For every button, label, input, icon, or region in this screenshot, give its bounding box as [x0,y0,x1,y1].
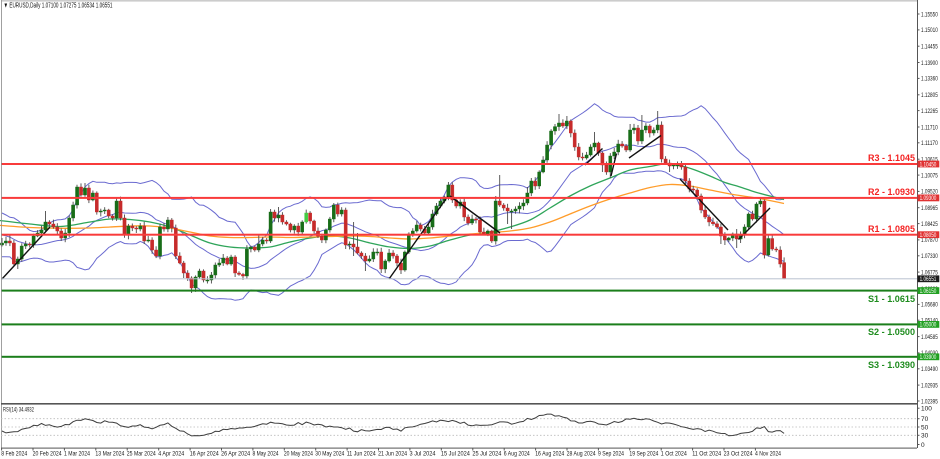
svg-text:RSI(14) 34.4932: RSI(14) 34.4932 [3,407,34,414]
svg-text:100: 100 [921,406,932,413]
svg-text:20 May 2024: 20 May 2024 [284,451,313,458]
svg-text:0: 0 [921,442,925,449]
svg-text:1.11710: 1.11710 [921,124,938,131]
svg-text:1.10075: 1.10075 [921,172,938,179]
svg-text:4 Apr 2024: 4 Apr 2024 [158,451,184,458]
svg-text:1.12265: 1.12265 [921,108,938,115]
svg-text:1.10615: 1.10615 [921,157,938,164]
svg-text:19 Sep 2024: 19 Sep 2024 [629,451,658,458]
svg-text:4 Nov 2024: 4 Nov 2024 [755,451,781,458]
svg-text:20 Feb 2024: 20 Feb 2024 [33,451,62,458]
svg-text:70: 70 [921,416,929,423]
svg-text:26 Apr 2024: 26 Apr 2024 [221,451,250,458]
svg-text:1.02935: 1.02935 [921,382,938,389]
svg-text:23 Oct 2024: 23 Oct 2024 [724,451,753,458]
svg-text:▼ EURUSD,Daily 1.07100 1.0727: ▼ EURUSD,Daily 1.07100 1.07275 1.06534 1… [4,3,113,10]
svg-text:30 May 2024: 30 May 2024 [315,451,344,458]
svg-text:1.14455: 1.14455 [921,44,938,51]
svg-text:16 Apr 2024: 16 Apr 2024 [190,451,219,458]
svg-text:11 Oct 2024: 11 Oct 2024 [692,451,721,458]
svg-text:1.12805: 1.12805 [921,92,938,99]
svg-text:28 Aug 2024: 28 Aug 2024 [567,451,596,458]
svg-text:1.06150: 1.06150 [920,288,937,295]
svg-text:1.06551: 1.06551 [920,276,937,283]
svg-text:1.06775: 1.06775 [921,269,938,276]
svg-text:6 Aug 2024: 6 Aug 2024 [504,451,530,458]
svg-text:1.09300: 1.09300 [920,195,937,202]
svg-text:8 May 2024: 8 May 2024 [253,451,279,458]
svg-text:1.02395: 1.02395 [921,398,938,405]
svg-text:1.05680: 1.05680 [921,302,938,309]
svg-text:9 Sep 2024: 9 Sep 2024 [598,451,624,458]
svg-text:S2 - 1.0500: S2 - 1.0500 [868,327,915,338]
svg-text:11 Jun 2024: 11 Jun 2024 [347,451,376,458]
svg-text:R1 - 1.0805: R1 - 1.0805 [868,224,916,235]
svg-text:13 Mar 2024: 13 Mar 2024 [95,451,124,458]
svg-text:S3 - 1.0390: S3 - 1.0390 [868,360,915,371]
svg-text:15 Jul 2024: 15 Jul 2024 [441,451,470,458]
svg-text:1.03490: 1.03490 [921,366,938,373]
svg-text:8 Feb 2024: 8 Feb 2024 [1,451,27,458]
svg-text:1 Mar 2024: 1 Mar 2024 [64,451,90,458]
svg-text:1.07870: 1.07870 [921,237,938,244]
svg-text:1.07330: 1.07330 [921,253,938,260]
svg-text:1.11170: 1.11170 [921,140,938,147]
svg-text:16 Aug 2024: 16 Aug 2024 [535,451,564,458]
svg-text:1 Oct 2024: 1 Oct 2024 [661,451,687,458]
svg-text:3 Jul 2024: 3 Jul 2024 [410,451,436,458]
svg-text:21 Jun 2024: 21 Jun 2024 [378,451,407,458]
svg-text:1.08965: 1.08965 [921,205,938,212]
svg-text:1.15010: 1.15010 [921,27,938,34]
svg-text:R2 - 1.0930: R2 - 1.0930 [868,187,915,198]
svg-text:1.08425: 1.08425 [921,221,938,228]
svg-text:R3 - 1.1045: R3 - 1.1045 [868,153,916,164]
svg-text:1.10450: 1.10450 [920,161,937,168]
svg-text:1.15550: 1.15550 [921,11,938,18]
svg-text:25 Mar 2024: 25 Mar 2024 [127,451,156,458]
svg-text:50: 50 [921,424,929,431]
svg-text:1.04585: 1.04585 [921,334,938,341]
svg-text:1.09520: 1.09520 [921,189,938,196]
svg-text:30: 30 [921,433,929,440]
svg-text:1.03900: 1.03900 [920,354,937,361]
svg-text:1.13360: 1.13360 [921,76,938,83]
svg-text:1.08050: 1.08050 [920,232,937,239]
svg-text:1.13900: 1.13900 [921,60,938,67]
svg-text:S1 - 1.0615: S1 - 1.0615 [868,294,916,305]
svg-text:25 Jul 2024: 25 Jul 2024 [472,451,501,458]
svg-text:1.05000: 1.05000 [920,322,937,329]
